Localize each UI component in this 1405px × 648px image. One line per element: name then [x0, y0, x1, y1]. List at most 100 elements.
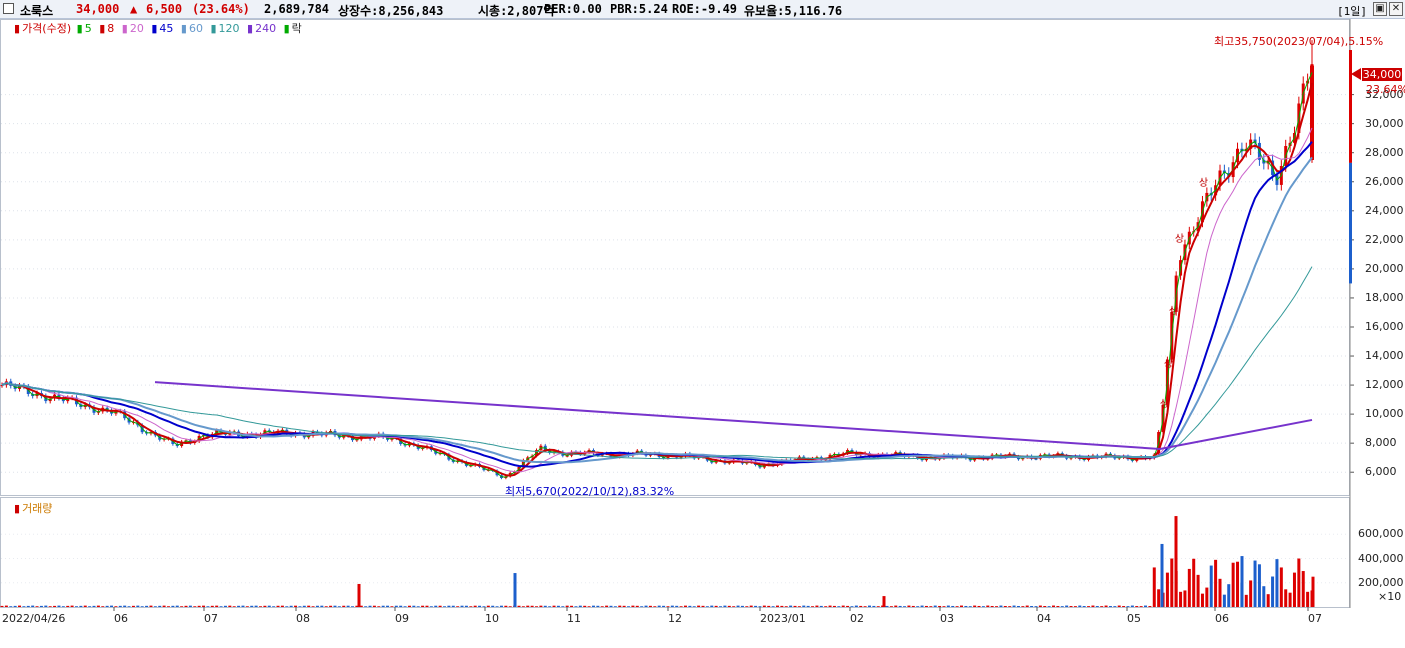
volume-spike-bar	[1174, 516, 1178, 607]
volume-bar	[149, 605, 153, 607]
volume-bar	[346, 605, 350, 607]
volume-bar	[968, 606, 972, 607]
volume-bar	[394, 605, 398, 607]
volume-bar	[1030, 606, 1034, 607]
volume-bar	[828, 605, 832, 607]
volume-bar	[421, 605, 425, 607]
volume-bar	[184, 605, 188, 607]
close-icon[interactable]: ✕	[1389, 2, 1403, 16]
volume-bar	[425, 605, 429, 607]
volume-bar	[986, 605, 990, 607]
volume-bar	[285, 606, 289, 607]
legend-ma-20[interactable]: ▮ 20	[121, 22, 144, 35]
volume-bar	[946, 605, 950, 607]
volume-bar	[258, 606, 262, 607]
volume-bar	[749, 605, 753, 607]
date-tick-label: 07	[204, 612, 218, 625]
volume-bar	[692, 606, 696, 607]
volume-bar	[22, 606, 26, 607]
volume-bar	[491, 605, 495, 607]
volume-bar	[333, 605, 337, 607]
volume-bar	[92, 605, 96, 607]
volume-bar	[613, 606, 617, 607]
volume-bar	[237, 605, 241, 607]
date-tick-label: 07	[1308, 612, 1322, 625]
legend-ma-8[interactable]: ▮ 8	[99, 22, 115, 35]
low-annotation: 최저5,670(2022/10/12),83.32%	[505, 485, 675, 498]
volume-spike-bar	[1240, 556, 1244, 607]
volume-bar	[1069, 606, 1073, 607]
volume-bar	[850, 606, 854, 607]
price-tick-label: 14,000	[1365, 349, 1404, 363]
volume-bar	[556, 605, 560, 607]
price-tick-label: 8,000	[1365, 436, 1397, 450]
volume-legend: ▮ 거래량	[14, 502, 53, 515]
period-button[interactable]: [1일]	[1337, 5, 1367, 18]
volume-bar	[193, 606, 197, 607]
volume-bar	[136, 605, 140, 607]
volume-bar	[938, 605, 942, 607]
upper-limit-marker: 상	[1196, 177, 1207, 187]
volume-bar	[1135, 606, 1139, 607]
legend-ma-45[interactable]: ▮ 45	[151, 22, 174, 35]
legend-ma-60[interactable]: ▮ 60	[180, 22, 203, 35]
volume-bar	[324, 606, 328, 607]
volume-bar	[447, 605, 451, 607]
volume-bar	[990, 605, 994, 607]
legend-ma-240[interactable]: ▮ 240	[247, 22, 277, 35]
volume-bar	[1012, 605, 1016, 607]
volume-bar	[894, 605, 898, 607]
select-checkbox[interactable]	[3, 3, 14, 14]
volume-bar	[710, 605, 714, 607]
volume-bar	[1025, 605, 1029, 607]
volume-bar	[1100, 606, 1104, 607]
stock-name[interactable]: 소룩스	[20, 4, 54, 18]
volume-bar	[57, 605, 61, 607]
volume-panel[interactable]	[0, 497, 1350, 608]
volume-bar	[206, 606, 210, 607]
volume-bar	[118, 605, 122, 607]
volume-bar	[197, 605, 201, 607]
volume-bar	[1126, 606, 1130, 607]
volume-bar	[535, 606, 539, 607]
volume-bar	[1279, 567, 1283, 607]
ma-8-line	[1, 82, 1313, 477]
volume-bar	[1183, 590, 1187, 607]
volume-bar	[443, 606, 447, 607]
legend-ma-5[interactable]: ▮ 5	[76, 22, 92, 35]
volume-bar	[653, 606, 657, 607]
volume-bar	[351, 606, 355, 607]
upper-limit-marker: 상	[1166, 305, 1177, 315]
volume-bar	[679, 606, 683, 607]
volume-bar	[591, 605, 595, 607]
volume-bar	[889, 606, 893, 607]
volume-bar	[561, 606, 565, 607]
volume-bar	[469, 606, 473, 607]
legend-ma-120[interactable]: ▮ 120	[210, 22, 240, 35]
change-up-icon: ▲	[130, 2, 138, 16]
date-tick-label: 03	[940, 612, 954, 625]
legend-rak[interactable]: ▮ 락	[283, 22, 302, 35]
price-legend: ▮ 가격(수정) ▮ 5 ▮ 8 ▮ 20 ▮ 45 ▮ 60 ▮ 120 ▮ 240 ▮ 락	[14, 20, 306, 36]
volume-bar	[841, 605, 845, 607]
volume-bar	[1218, 578, 1222, 607]
volume-bar	[44, 605, 48, 607]
volume-bar	[359, 605, 363, 607]
volume-bar	[600, 606, 604, 607]
volume-bar	[802, 605, 806, 607]
pbr-value: PBR:5.24	[610, 2, 668, 16]
volume-bar	[48, 606, 52, 607]
volume-bar	[701, 605, 705, 607]
volume-bar	[140, 606, 144, 607]
restore-icon[interactable]: ▣	[1373, 2, 1387, 16]
volume-bar	[859, 605, 863, 607]
volume-bar	[153, 606, 157, 607]
volume-bar	[806, 605, 810, 607]
volume-bar	[754, 605, 758, 607]
volume-bar	[1271, 576, 1275, 607]
volume-bar	[539, 605, 543, 607]
volume-bar	[526, 605, 530, 607]
date-tick-label: 04	[1037, 612, 1051, 625]
volume-bar	[1187, 568, 1191, 607]
